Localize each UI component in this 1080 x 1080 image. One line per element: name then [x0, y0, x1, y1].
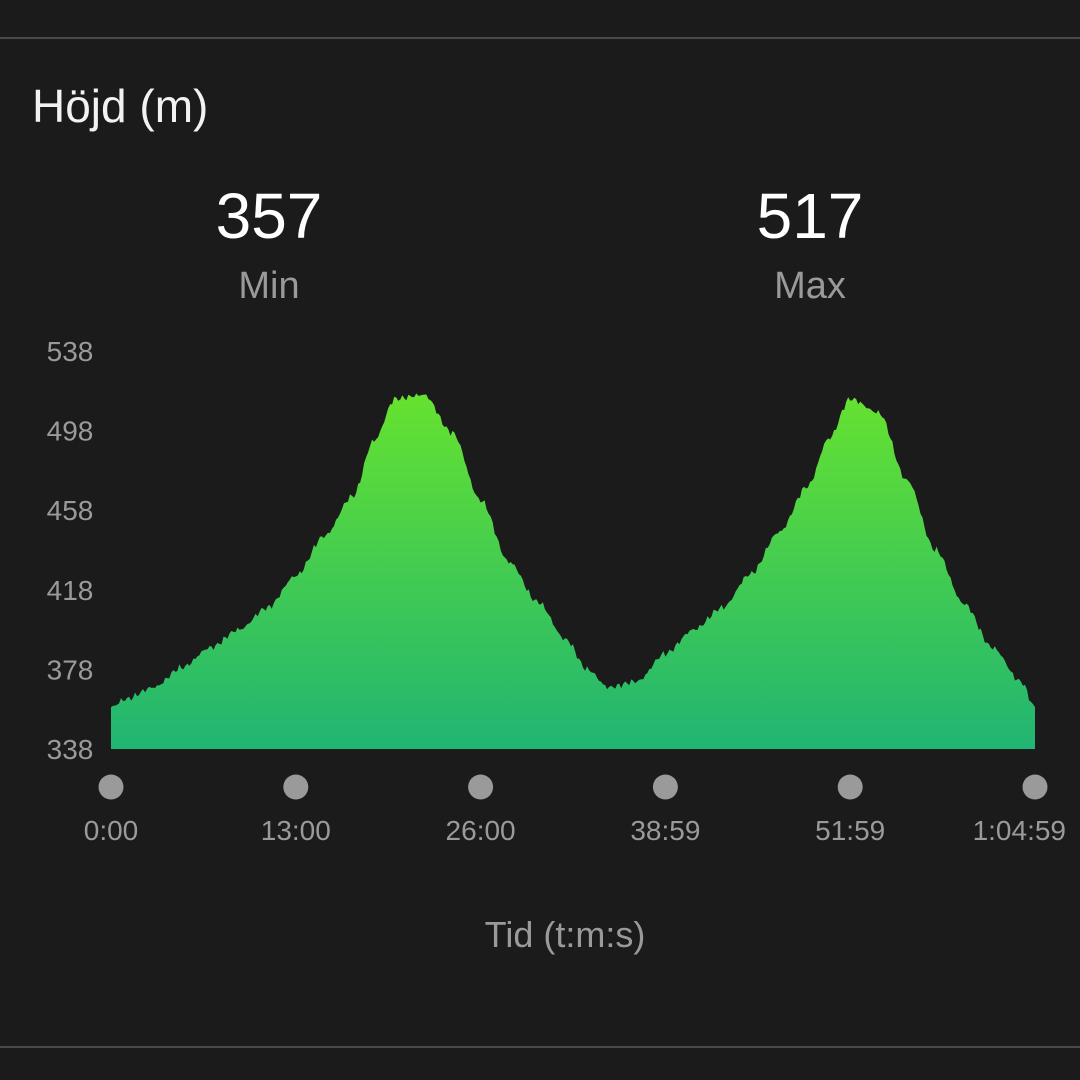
min-value: 357 [215, 180, 323, 252]
x-axis-ticks: 0:00 13:00 26:00 38:59 51:59 1:04:59 [84, 774, 1066, 846]
x-tick-marker [837, 774, 863, 800]
max-stat: 517 Max [660, 180, 960, 308]
y-tick-label: 378 [47, 654, 94, 685]
x-tick-label: 13:00 [261, 815, 331, 846]
max-label: Max [774, 265, 846, 307]
panel-title: Höjd (m) [32, 80, 209, 132]
elevation-area [111, 393, 1035, 749]
x-tick-label: 0:00 [84, 815, 139, 846]
y-tick-label: 458 [47, 495, 94, 526]
y-axis-ticks: 538 498 458 418 378 338 [47, 336, 94, 765]
x-tick-label: 38:59 [630, 815, 700, 846]
top-divider [0, 37, 1080, 39]
x-tick-label: 1:04:59 [973, 815, 1066, 846]
x-tick-marker [98, 774, 124, 800]
bottom-divider [0, 1046, 1080, 1048]
x-tick-marker [468, 774, 494, 800]
y-tick-label: 538 [47, 336, 94, 367]
x-tick-marker [652, 774, 678, 800]
x-tick-marker [1022, 774, 1048, 800]
x-tick-label: 51:59 [815, 815, 885, 846]
min-label: Min [238, 265, 300, 307]
y-tick-label: 498 [47, 416, 94, 447]
x-axis-title: Tid (t:m:s) [484, 914, 646, 955]
x-tick-label: 26:00 [446, 815, 516, 846]
x-tick-marker [283, 774, 309, 800]
y-tick-label: 338 [47, 734, 94, 765]
max-value: 517 [756, 180, 864, 252]
min-stat: 357 Min [119, 180, 419, 308]
y-tick-label: 418 [47, 575, 94, 606]
